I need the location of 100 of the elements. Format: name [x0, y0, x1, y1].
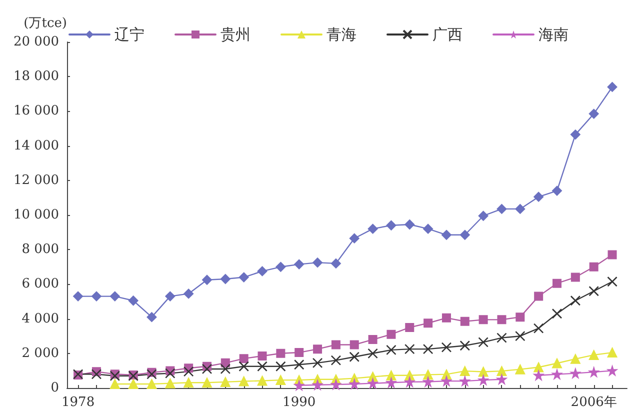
point [552, 308, 562, 319]
y-tick-label: 8 000 [22, 242, 59, 258]
point [220, 376, 230, 387]
point [220, 364, 231, 374]
point [552, 369, 562, 380]
legend-label: 广西 [432, 26, 462, 44]
point [588, 350, 599, 360]
point [257, 376, 268, 386]
legend-label: 辽宁 [114, 26, 144, 44]
point [607, 276, 618, 287]
point [478, 375, 488, 386]
point [478, 210, 488, 221]
point [607, 82, 618, 92]
x-tick-label: 1990 [282, 395, 316, 410]
point [570, 295, 581, 306]
point [386, 330, 396, 339]
point [478, 337, 488, 348]
point [589, 262, 598, 272]
point [442, 313, 451, 322]
point [220, 274, 230, 284]
point [386, 378, 396, 388]
point [515, 364, 526, 374]
point [238, 272, 249, 282]
point [202, 274, 212, 285]
x-tick-label: 2006年 [570, 395, 617, 410]
point [184, 378, 194, 388]
point [202, 378, 212, 388]
point [73, 291, 84, 302]
point [405, 322, 414, 332]
y-tick-label: 10 000 [14, 208, 59, 222]
point [608, 250, 617, 260]
point [330, 355, 342, 366]
legend-label: 贵州 [220, 26, 250, 44]
point [276, 361, 286, 372]
point [552, 358, 562, 368]
point [423, 224, 434, 234]
point [386, 220, 396, 230]
x-tick-label: 1978 [62, 395, 95, 410]
point [552, 278, 562, 288]
point [422, 344, 434, 354]
point [128, 296, 138, 306]
point [349, 379, 360, 390]
point [183, 366, 194, 377]
point [276, 375, 286, 386]
y-axis-title: (万tce) [24, 16, 67, 31]
y-tick-label: 14 000 [14, 138, 59, 154]
point [534, 192, 544, 202]
point [258, 351, 267, 360]
point [110, 379, 120, 390]
point [570, 272, 580, 282]
point [330, 258, 341, 268]
point [552, 186, 562, 196]
point [165, 368, 176, 378]
point [496, 366, 507, 376]
y-tick-label: 16 000 [14, 104, 59, 119]
point [202, 364, 212, 374]
point [257, 266, 268, 276]
point [570, 354, 580, 364]
legend-label: 海南 [538, 26, 568, 44]
point [238, 376, 249, 386]
point [110, 291, 120, 302]
point [165, 291, 176, 302]
point [588, 108, 599, 119]
point [423, 370, 434, 380]
point [441, 230, 452, 240]
point [460, 230, 470, 240]
point [404, 220, 415, 230]
point [424, 318, 433, 328]
point [91, 369, 102, 380]
point [276, 348, 286, 358]
point [276, 262, 286, 272]
point [588, 286, 599, 296]
point [312, 380, 323, 390]
point [570, 130, 580, 140]
point [441, 376, 452, 386]
point [146, 312, 157, 322]
point [128, 379, 138, 390]
point [257, 361, 268, 372]
point [534, 370, 544, 380]
point [368, 378, 378, 388]
point [441, 342, 452, 352]
point [349, 233, 360, 244]
point [312, 358, 323, 368]
point [607, 366, 618, 376]
point [496, 374, 507, 384]
point [588, 367, 599, 378]
point [184, 288, 194, 299]
point [570, 368, 580, 378]
y-tick-label: 12 000 [14, 172, 59, 188]
point [404, 344, 415, 354]
point [368, 348, 378, 359]
point [497, 315, 506, 324]
point [460, 340, 470, 351]
point [478, 366, 488, 377]
y-tick-label: 2 000 [22, 346, 59, 361]
point [350, 340, 359, 350]
point [330, 380, 341, 390]
point [294, 259, 304, 270]
point [239, 354, 248, 364]
point [294, 359, 304, 370]
